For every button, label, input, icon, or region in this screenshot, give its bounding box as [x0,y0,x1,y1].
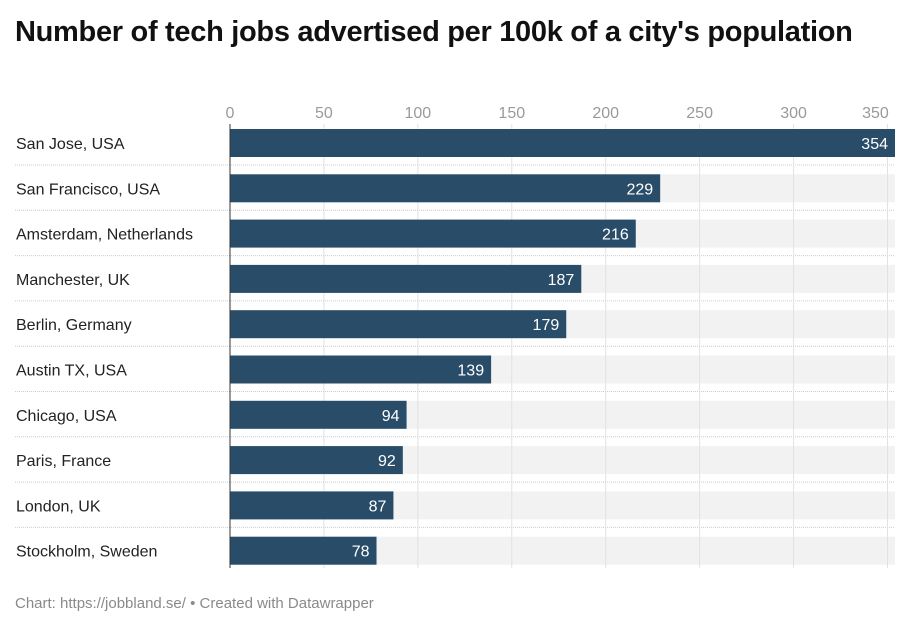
bar [230,536,377,565]
category-label: Amsterdam, Netherlands [16,227,193,244]
x-tick-label: 200 [592,105,619,122]
category-label: London, UK [16,498,101,515]
category-label: Stockholm, Sweden [16,544,157,561]
data-label: 229 [626,181,653,198]
category-label: Paris, France [16,453,111,470]
x-tick-label: 0 [226,105,235,122]
x-tick-label: 150 [498,105,525,122]
data-label: 354 [861,136,888,153]
data-label: 87 [369,498,387,515]
data-label: 78 [352,544,370,561]
bar [230,491,394,520]
bar [230,400,407,429]
footer-separator: • [190,595,196,612]
category-label: Manchester, UK [16,272,130,289]
bar [230,446,403,475]
data-label: 187 [548,272,575,289]
chart-footer: Chart: https://jobbland.se/ • Created wi… [15,595,374,612]
credit-text: Created with Datawrapper [199,595,374,612]
x-tick-label: 350 [862,105,889,122]
bar [230,219,636,248]
bar [230,264,582,293]
data-label: 139 [457,363,484,380]
category-label: Chicago, USA [16,408,117,425]
category-label: San Jose, USA [16,136,125,153]
x-tick-label: 250 [686,105,713,122]
x-tick-label: 300 [780,105,807,122]
x-tick-label: 100 [405,105,432,122]
category-label: Berlin, Germany [16,317,132,334]
data-label: 94 [382,408,400,425]
category-label: Austin TX, USA [16,363,127,380]
bar [230,355,492,384]
data-label: 92 [378,453,396,470]
chart-title: Number of tech jobs advertised per 100k … [15,16,853,48]
data-label: 216 [602,227,629,244]
bar [230,310,567,339]
data-label: 179 [533,317,560,334]
source-link[interactable]: Chart: https://jobbland.se/ [15,595,186,612]
bar [230,174,661,203]
bar [230,129,895,157]
x-tick-label: 50 [315,105,333,122]
bar-chart: 0 50 100 150 200 250 300 350 354 San Jose, USA 229… [15,105,895,568]
category-label: San Francisco, USA [16,181,160,198]
